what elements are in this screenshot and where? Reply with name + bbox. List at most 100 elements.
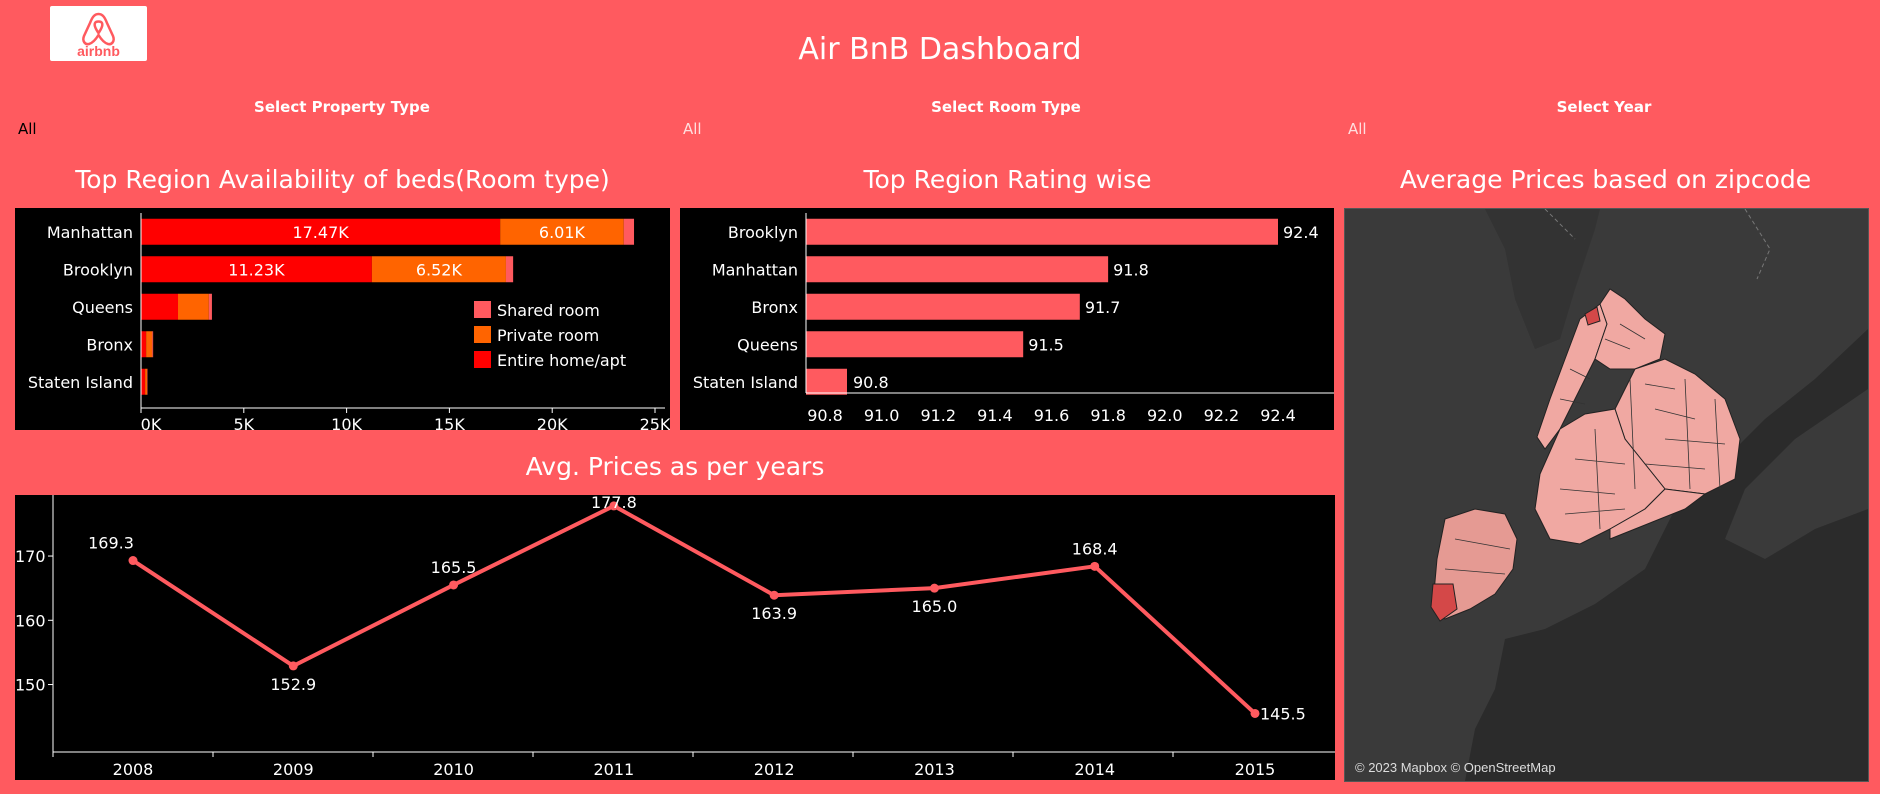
category-label: Queens — [737, 335, 798, 354]
price-line-chart: 150 160 170 169.3 2008 152.9 2009 165.5 2010 177.… — [15, 495, 1335, 779]
beds-chart-title: Top Region Availability of beds(Room typ… — [75, 165, 610, 194]
bar-data-label: 90.8 — [853, 373, 889, 392]
price-point — [1250, 708, 1260, 718]
bar-segment — [146, 331, 153, 358]
bar-segment — [178, 293, 209, 320]
legend-label: Private room — [497, 326, 599, 345]
price-point — [449, 580, 459, 590]
x-tick-label: 2010 — [433, 760, 474, 779]
airbnb-logo-icon — [82, 12, 115, 46]
x-tick-label: 5K — [233, 415, 254, 430]
x-tick-label: 91.8 — [1090, 406, 1126, 425]
logo-text: airbnb — [77, 43, 120, 59]
price-point — [128, 556, 138, 566]
rating-bar — [806, 293, 1080, 320]
x-tick-label: 25K — [640, 415, 670, 430]
filter-room-type-label: Select Room Type — [931, 98, 1081, 116]
bar-segment — [141, 293, 179, 320]
filter-year-label: Select Year — [1556, 98, 1652, 116]
rating-bar — [806, 256, 1109, 283]
x-tick-label: 2013 — [914, 760, 955, 779]
x-tick-label: 2008 — [113, 760, 154, 779]
rating-bar-chart: Brooklyn 92.4 Manhattan 91.8 Bronx 91.7 Queens… — [693, 213, 1334, 425]
price-chart-title: Avg. Prices as per years — [525, 452, 825, 481]
x-tick-label: 92.0 — [1147, 406, 1183, 425]
bar-data-label: 91.8 — [1113, 260, 1149, 279]
border-line — [1544, 209, 1576, 240]
point-data-label: 168.4 — [1072, 539, 1118, 558]
zip-boundaries — [1444, 323, 1726, 575]
category-label: Manhattan — [712, 260, 798, 279]
category-label: Queens — [72, 298, 133, 317]
bar-data-label: 6.01K — [539, 223, 586, 242]
x-tick-label: 91.2 — [920, 406, 956, 425]
rating-bar — [806, 218, 1278, 245]
x-tick-label: 20K — [537, 415, 568, 430]
filter-property-type-label: Select Property Type — [254, 98, 430, 116]
x-tick-label: 15K — [434, 415, 465, 430]
price-point — [769, 590, 779, 600]
bar-segment — [623, 218, 635, 245]
bar-segment — [141, 256, 372, 283]
y-tick-label: 150 — [15, 676, 46, 695]
manhattan-zip-high — [1584, 306, 1601, 326]
price-point — [1090, 561, 1100, 571]
legend-label: Entire home/apt — [497, 351, 626, 370]
price-point — [288, 661, 298, 671]
bar-segment — [371, 256, 506, 283]
point-data-label: 145.5 — [1260, 704, 1306, 723]
category-label: Staten Island — [28, 373, 133, 392]
x-tick-label: 91.6 — [1034, 406, 1070, 425]
x-tick-label: 91.0 — [864, 406, 900, 425]
category-label: Staten Island — [693, 373, 798, 392]
bar-data-label: 92.4 — [1283, 223, 1319, 242]
rating-chart-panel: Brooklyn 92.4 Manhattan 91.8 Bronx 91.7 Queens… — [680, 208, 1334, 430]
bar-segment — [141, 331, 147, 358]
dashboard-title: Air BnB Dashboard — [798, 32, 1082, 67]
x-tick-label: 90.8 — [807, 406, 843, 425]
filter-year-dropdown[interactable]: All — [1348, 120, 1367, 138]
x-tick-label: 91.4 — [977, 406, 1013, 425]
filter-room-type-dropdown[interactable]: All — [683, 120, 702, 138]
y-tick-label: 160 — [15, 611, 46, 630]
bar-segment — [141, 368, 146, 395]
filter-property-type-dropdown[interactable]: All — [18, 120, 37, 138]
x-tick-label: 2014 — [1074, 760, 1115, 779]
airbnb-logo: airbnb — [50, 6, 147, 61]
x-tick-label: 0K — [141, 415, 162, 430]
category-label: Bronx — [86, 335, 133, 354]
category-label: Manhattan — [47, 223, 133, 242]
bar-data-label: 17.47K — [292, 223, 349, 242]
zipcode-map[interactable]: © 2023 Mapbox © OpenStreetMap — [1344, 208, 1869, 782]
x-tick-label: 2012 — [754, 760, 795, 779]
staten-island-zip-high — [1430, 583, 1458, 622]
legend-label: Shared room — [497, 301, 600, 320]
x-tick-label: 92.4 — [1260, 406, 1296, 425]
category-label: Bronx — [751, 298, 798, 317]
rating-bar — [806, 331, 1024, 358]
bar-segment — [505, 256, 514, 283]
rating-bar — [806, 368, 847, 395]
legend-swatch — [474, 351, 491, 368]
rating-chart-title: Top Region Rating wise — [863, 165, 1152, 194]
legend-swatch — [474, 301, 491, 318]
x-tick-label: 2009 — [273, 760, 314, 779]
point-data-label: 163.9 — [751, 604, 797, 623]
rockaway-zips — [1609, 488, 1707, 540]
map-graphic — [1345, 209, 1868, 781]
x-tick-label: 2015 — [1235, 760, 1276, 779]
bar-segment — [145, 368, 148, 395]
price-line — [131, 503, 1257, 715]
category-label: Brooklyn — [728, 223, 798, 242]
bar-data-label: 91.7 — [1085, 298, 1121, 317]
beds-stacked-bar-chart: Manhattan 17.47K 6.01K Brooklyn 11.23K 6.52K Q… — [28, 213, 670, 430]
bar-segment — [152, 331, 154, 358]
price-point — [929, 583, 939, 593]
border-line-2 — [1744, 209, 1771, 280]
legend-swatch — [474, 326, 491, 343]
bar-data-label: 91.5 — [1028, 335, 1064, 354]
x-tick-label: 2011 — [593, 760, 634, 779]
long-island-shape — [1725, 389, 1868, 559]
point-data-label: 165.5 — [431, 558, 477, 577]
price-chart-panel: 150 160 170 169.3 2008 152.9 2009 165.5 2010 177.… — [15, 495, 1335, 780]
